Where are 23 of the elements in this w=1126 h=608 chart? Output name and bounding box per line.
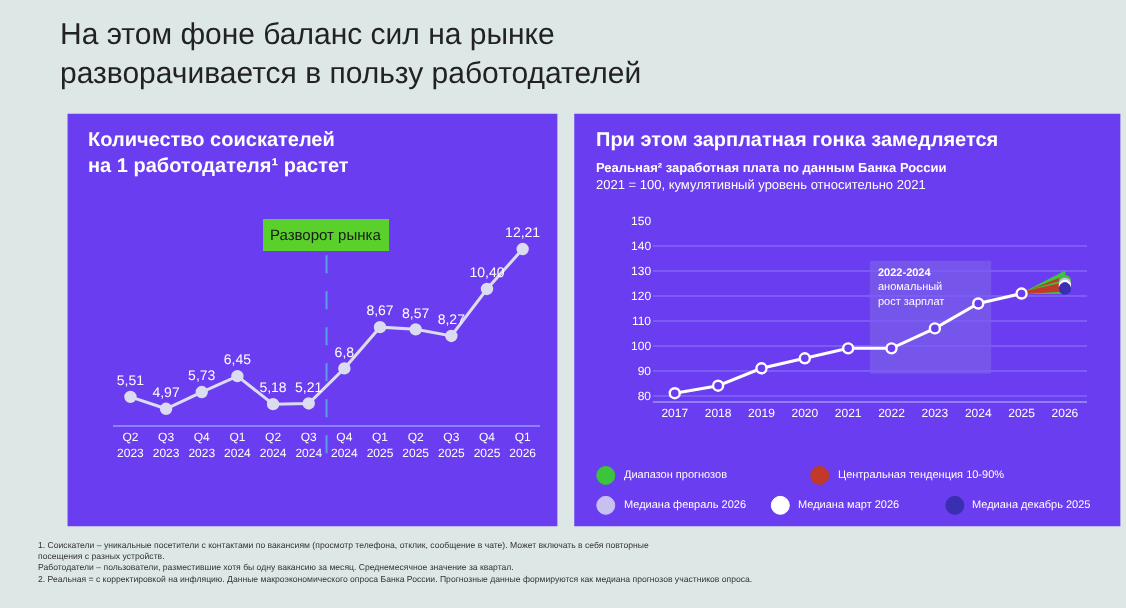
point (668, 387, 681, 400)
chart-title: При этом зарплатная гонка замедляется (596, 130, 999, 152)
point (231, 369, 244, 383)
point (516, 242, 529, 256)
point (972, 297, 985, 310)
point (711, 379, 725, 392)
point (302, 397, 315, 410)
point (480, 282, 494, 296)
point (373, 320, 387, 334)
point (409, 323, 422, 336)
point (195, 385, 208, 399)
point (885, 342, 898, 355)
point (338, 362, 351, 375)
point (124, 390, 137, 404)
point (755, 362, 768, 375)
point (841, 342, 855, 355)
text: На этом фоне баланс сил на рынке разворачивается в пользу работодателей (60, 18, 642, 91)
point (928, 322, 942, 335)
chart-title: Количество соискателей на 1 работодателя¹ растет (88, 130, 349, 178)
point (159, 402, 173, 415)
point (266, 397, 280, 411)
point (445, 329, 458, 343)
point (798, 352, 811, 365)
